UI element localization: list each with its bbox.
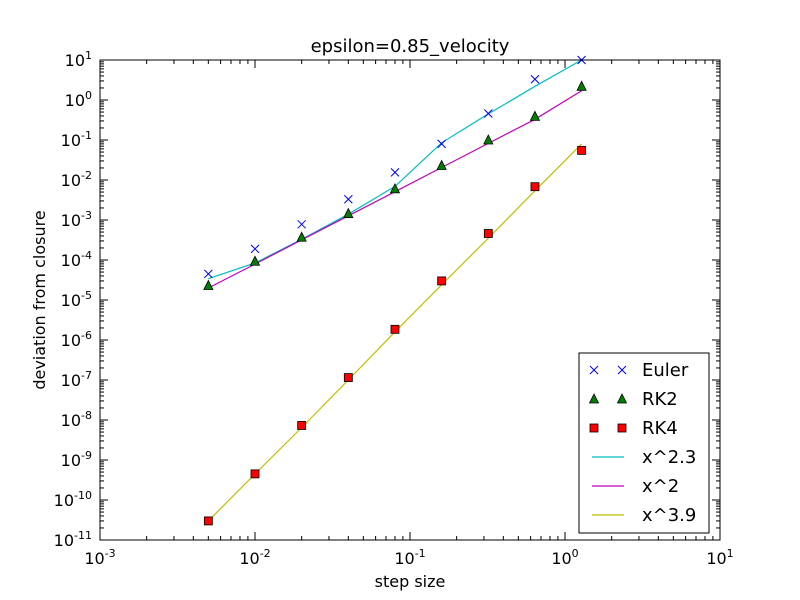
data-point-euler — [250, 244, 260, 254]
data-point-rk2 — [203, 279, 214, 290]
data-point-rk4 — [530, 182, 540, 192]
y-tick-label: 101 — [65, 49, 92, 70]
data-point-rk4 — [483, 229, 493, 238]
y-tick-label: 10-10 — [54, 489, 92, 510]
y-tick-label: 100 — [65, 89, 92, 110]
y-tick-label: 10-7 — [61, 369, 92, 390]
legend-label: x^2.3 — [642, 447, 696, 468]
x-tick-labels: 10-3 10-2 10-1 100 101 — [84, 547, 733, 568]
chart-title: epsilon=0.85_velocity — [311, 36, 510, 57]
data-point-rk2 — [436, 159, 447, 170]
legend-marker — [589, 423, 599, 433]
legend-label: x^2 — [642, 476, 679, 497]
data-point-rk2 — [249, 255, 261, 266]
data-point-rk4 — [343, 373, 353, 382]
data-point-euler — [203, 269, 213, 279]
y-tick-label: 10-4 — [61, 249, 92, 270]
plot-frame — [99, 59, 721, 541]
legend-label: x^3.9 — [642, 505, 696, 526]
x-axis-label: step size — [375, 572, 446, 591]
y-tick-label: 10-5 — [61, 289, 92, 310]
data-point-euler — [390, 168, 400, 177]
x-tick-label: 10-3 — [84, 547, 115, 568]
data-point-rk4 — [390, 324, 400, 334]
legend-label: Euler — [642, 360, 689, 381]
x-tick-label: 101 — [706, 547, 733, 568]
legend-item-x-2: x^2 — [592, 476, 679, 497]
data-point-euler — [343, 194, 353, 204]
data-point-rk2 — [296, 231, 307, 242]
series-markers-rk4 — [203, 145, 587, 526]
legend: Euler RK2 RK4 x^2.3 x^2 x^3.9 — [578, 352, 710, 534]
y-tick-label: 10-8 — [61, 409, 92, 430]
data-point-euler — [297, 219, 307, 229]
legend-marker — [617, 365, 627, 375]
legend-item-euler: Euler — [589, 360, 689, 381]
y-tick-labels: 10-11 10-10 10-9 10-8 10-7 10-6 10-5 10-4 10-3 10… — [54, 49, 92, 550]
x-tick-label: 100 — [551, 547, 578, 568]
legend-marker — [589, 365, 599, 375]
series-layer — [203, 55, 587, 526]
data-point-rk4 — [250, 469, 260, 479]
data-point-rk2 — [389, 182, 401, 194]
x-tick-label: 10-1 — [394, 547, 425, 568]
y-tick-label: 10-3 — [61, 209, 92, 230]
series-markers-euler — [203, 55, 586, 279]
data-point-euler — [530, 74, 540, 84]
data-point-rk2 — [483, 134, 494, 145]
legend-marker — [616, 393, 628, 404]
y-tick-label: 10-6 — [61, 329, 92, 350]
legend-item-x-2-3: x^2.3 — [592, 447, 696, 468]
legend-marker — [617, 423, 627, 433]
legend-marker — [588, 393, 600, 404]
data-point-euler — [437, 139, 446, 149]
y-tick-label: 10-2 — [61, 169, 92, 190]
legend-item-rk4: RK4 — [589, 418, 678, 439]
data-point-rk4 — [437, 276, 447, 286]
data-point-euler — [483, 109, 493, 118]
y-axis-label: deviation from closure — [30, 210, 49, 389]
legend-frame — [578, 352, 710, 534]
legend-label: RK2 — [642, 389, 678, 410]
legend-item-rk2: RK2 — [588, 389, 678, 410]
ticks-layer — [99, 59, 721, 541]
series-markers-rk2 — [203, 80, 587, 290]
y-tick-label: 10-9 — [61, 449, 92, 470]
y-tick-label: 10-11 — [54, 529, 92, 550]
legend-item-x-3-9: x^3.9 — [592, 505, 696, 526]
legend-label: RK4 — [642, 418, 678, 439]
data-point-rk4 — [203, 516, 213, 526]
data-point-rk4 — [577, 145, 587, 155]
data-point-rk4 — [297, 421, 307, 430]
data-point-rk2 — [343, 207, 354, 218]
data-point-rk2 — [529, 110, 541, 121]
data-point-rk2 — [576, 80, 587, 91]
x-tick-label: 10-2 — [239, 547, 270, 568]
y-tick-label: 10-1 — [61, 129, 92, 150]
